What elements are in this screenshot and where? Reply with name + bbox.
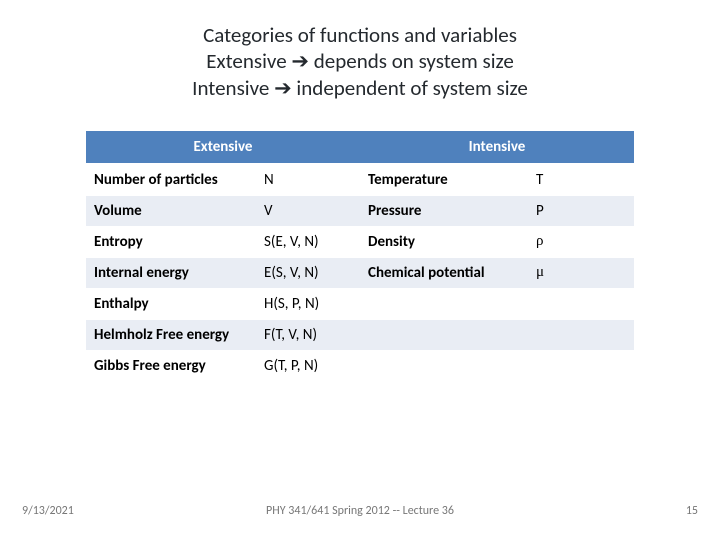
ext-name: Gibbs Free energy: [86, 350, 256, 381]
slide-title: Categories of functions and variables Ex…: [0, 0, 720, 101]
int-name: Temperature: [360, 164, 528, 196]
ext-name: Enthalpy: [86, 288, 256, 319]
table-row: Helmholz Free energy F(T, V, N): [86, 319, 634, 350]
ext-name: Internal energy: [86, 257, 256, 288]
ext-symbol: F(T, V, N): [256, 319, 360, 350]
int-name: Chemical potential: [360, 257, 528, 288]
int-name: Pressure: [360, 195, 528, 226]
table-row: Internal energy E(S, V, N) Chemical pote…: [86, 257, 634, 288]
int-symbol: ρ: [528, 226, 634, 257]
table-row: Gibbs Free energy G(T, P, N): [86, 350, 634, 381]
table-row: Enthalpy H(S, P, N): [86, 288, 634, 319]
footer-center: PHY 341/641 Spring 2012 -- Lecture 36: [0, 504, 720, 518]
int-name: [360, 288, 528, 319]
table-row: Volume V Pressure P: [86, 195, 634, 226]
variables-table-container: Extensive Intensive Number of particles …: [86, 131, 634, 382]
int-symbol: T: [528, 164, 634, 196]
ext-symbol: S(E, V, N): [256, 226, 360, 257]
footer-page-number: 15: [686, 504, 698, 518]
ext-name: Number of particles: [86, 164, 256, 196]
ext-symbol: V: [256, 195, 360, 226]
table-row: Number of particles N Temperature T: [86, 164, 634, 196]
int-symbol: P: [528, 195, 634, 226]
ext-symbol: N: [256, 164, 360, 196]
title-line-2: Extensive ➔ depends on system size: [0, 48, 720, 74]
int-name: [360, 319, 528, 350]
title-line-3: Intensive ➔ independent of system size: [0, 75, 720, 101]
ext-name: Entropy: [86, 226, 256, 257]
title-line-1: Categories of functions and variables: [0, 22, 720, 48]
header-extensive: Extensive: [86, 131, 360, 164]
ext-symbol: E(S, V, N): [256, 257, 360, 288]
int-symbol: μ: [528, 257, 634, 288]
table-row: Entropy S(E, V, N) Density ρ: [86, 226, 634, 257]
header-intensive: Intensive: [360, 131, 634, 164]
int-name: [360, 350, 528, 381]
ext-symbol: H(S, P, N): [256, 288, 360, 319]
variables-table: Extensive Intensive Number of particles …: [86, 131, 634, 382]
int-symbol: [528, 350, 634, 381]
ext-symbol: G(T, P, N): [256, 350, 360, 381]
int-symbol: [528, 288, 634, 319]
ext-name: Volume: [86, 195, 256, 226]
int-symbol: [528, 319, 634, 350]
ext-name: Helmholz Free energy: [86, 319, 256, 350]
int-name: Density: [360, 226, 528, 257]
